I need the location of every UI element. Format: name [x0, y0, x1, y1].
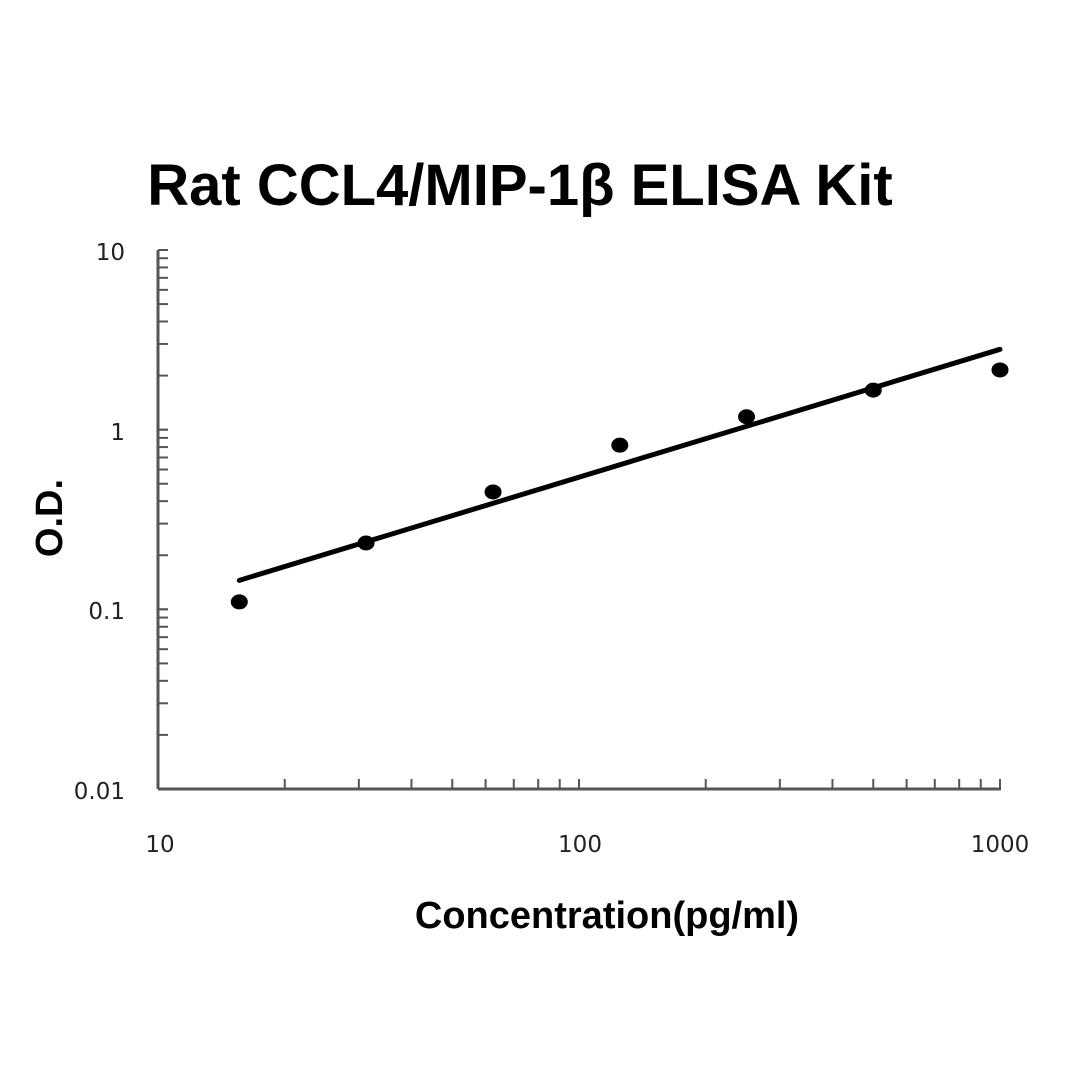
data-point [991, 362, 1009, 378]
data-point [230, 594, 248, 610]
fit-line [236, 346, 1003, 583]
x-tick-label-10: 10 [145, 832, 174, 858]
plot-area [230, 346, 1009, 610]
y-axis-ticks [158, 249, 168, 790]
chart-title: Rat CCL4/MIP-1β ELISA Kit [147, 153, 892, 218]
y-tick-label-0.1: 0.1 [88, 599, 125, 625]
x-tick-label-1000: 1000 [971, 832, 1030, 858]
y-axis-label: O.D. [29, 479, 71, 557]
y-tick-label-0.01: 0.01 [74, 779, 125, 805]
x-tick-label-100: 100 [558, 832, 602, 858]
x-axis-label: Concentration(pg/ml) [415, 895, 799, 937]
data-point [864, 382, 882, 398]
data-point [611, 437, 629, 453]
data-point [738, 409, 756, 425]
y-tick-label-1: 1 [110, 420, 125, 446]
y-axis: 10 1 0.1 0.01 O.D. [29, 240, 168, 805]
x-axis: 10 100 1000 Concentration(pg/ml) [145, 779, 1029, 937]
x-axis-ticks [157, 779, 1001, 789]
data-point [484, 484, 502, 500]
y-tick-label-10: 10 [96, 240, 125, 266]
data-point [357, 535, 375, 551]
